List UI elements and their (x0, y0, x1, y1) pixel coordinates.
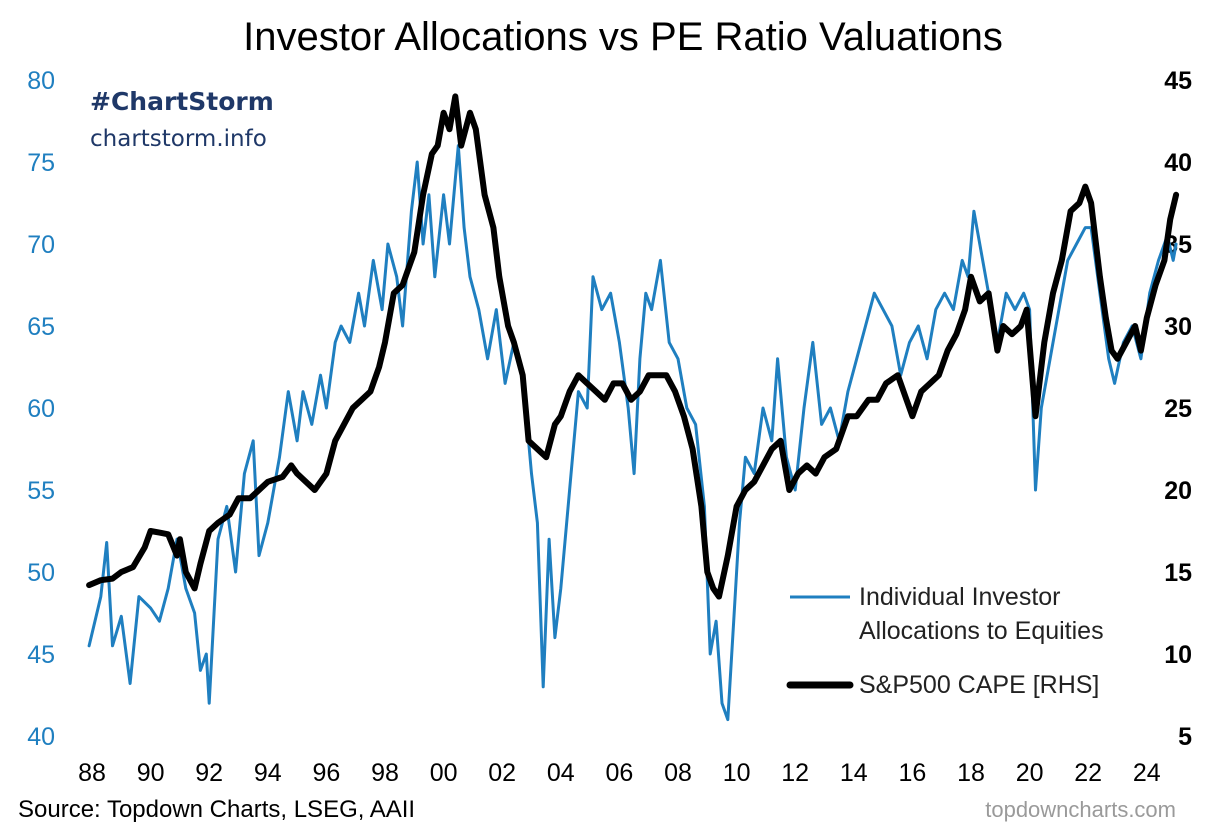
x-tick-label: 20 (1016, 759, 1044, 787)
left-tick-label: 50 (27, 559, 55, 587)
x-tick-label: 88 (78, 759, 106, 787)
left-tick-label: 65 (27, 313, 55, 341)
watermark: topdowncharts.com (985, 797, 1176, 822)
left-tick-label: 40 (27, 723, 55, 751)
x-tick-label: 12 (781, 759, 809, 787)
cape-series-line (86, 93, 1180, 600)
x-tick-label: 94 (254, 759, 282, 787)
x-axis-ticks: 88 90 92 94 96 98 00 02 04 06 08 10 12 14 16 18 20 22 24 (78, 759, 1161, 787)
left-tick-label: 80 (27, 67, 55, 95)
right-tick-label: 20 (1164, 477, 1192, 505)
x-tick-label: 24 (1133, 759, 1161, 787)
left-tick-label: 70 (27, 231, 55, 259)
x-tick-label: 06 (605, 759, 633, 787)
x-tick-label: 96 (312, 759, 340, 787)
x-tick-label: 16 (898, 759, 926, 787)
x-tick-label: 00 (430, 759, 458, 787)
left-axis-ticks: 40 45 50 55 60 65 70 75 80 (27, 67, 55, 751)
left-tick-label: 60 (27, 395, 55, 423)
legend: Individual Investor Allocations to Equiti… (786, 583, 1104, 699)
left-tick-label: 45 (27, 641, 55, 669)
legend-allocation-label: Individual Investor (859, 583, 1061, 611)
x-tick-label: 18 (957, 759, 985, 787)
right-tick-label: 10 (1164, 641, 1192, 669)
right-tick-label: 15 (1164, 559, 1192, 587)
brand-label: #ChartStorm (90, 87, 274, 116)
left-tick-label: 75 (27, 149, 55, 177)
legend-cape-label: S&P500 CAPE [RHS] (859, 671, 1099, 699)
x-tick-label: 92 (195, 759, 223, 787)
right-tick-label: 5 (1178, 723, 1192, 751)
right-tick-label: 30 (1164, 313, 1192, 341)
right-tick-label: 40 (1164, 149, 1192, 177)
x-tick-label: 10 (723, 759, 751, 787)
x-tick-label: 14 (840, 759, 868, 787)
x-tick-label: 08 (664, 759, 692, 787)
x-tick-label: 02 (488, 759, 516, 787)
chart-title: Investor Allocations vs PE Ratio Valuati… (243, 15, 1003, 59)
left-tick-label: 55 (27, 477, 55, 505)
series-layer (86, 93, 1180, 722)
x-tick-label: 22 (1074, 759, 1102, 787)
right-tick-label: 25 (1164, 395, 1192, 423)
source-note: Source: Topdown Charts, LSEG, AAII (18, 796, 415, 823)
legend-allocation-label: Allocations to Equities (859, 617, 1104, 645)
x-tick-label: 04 (547, 759, 575, 787)
brand-url: chartstorm.info (90, 126, 267, 152)
x-tick-label: 98 (371, 759, 399, 787)
x-tick-label: 90 (137, 759, 165, 787)
right-tick-label: 45 (1164, 67, 1192, 95)
